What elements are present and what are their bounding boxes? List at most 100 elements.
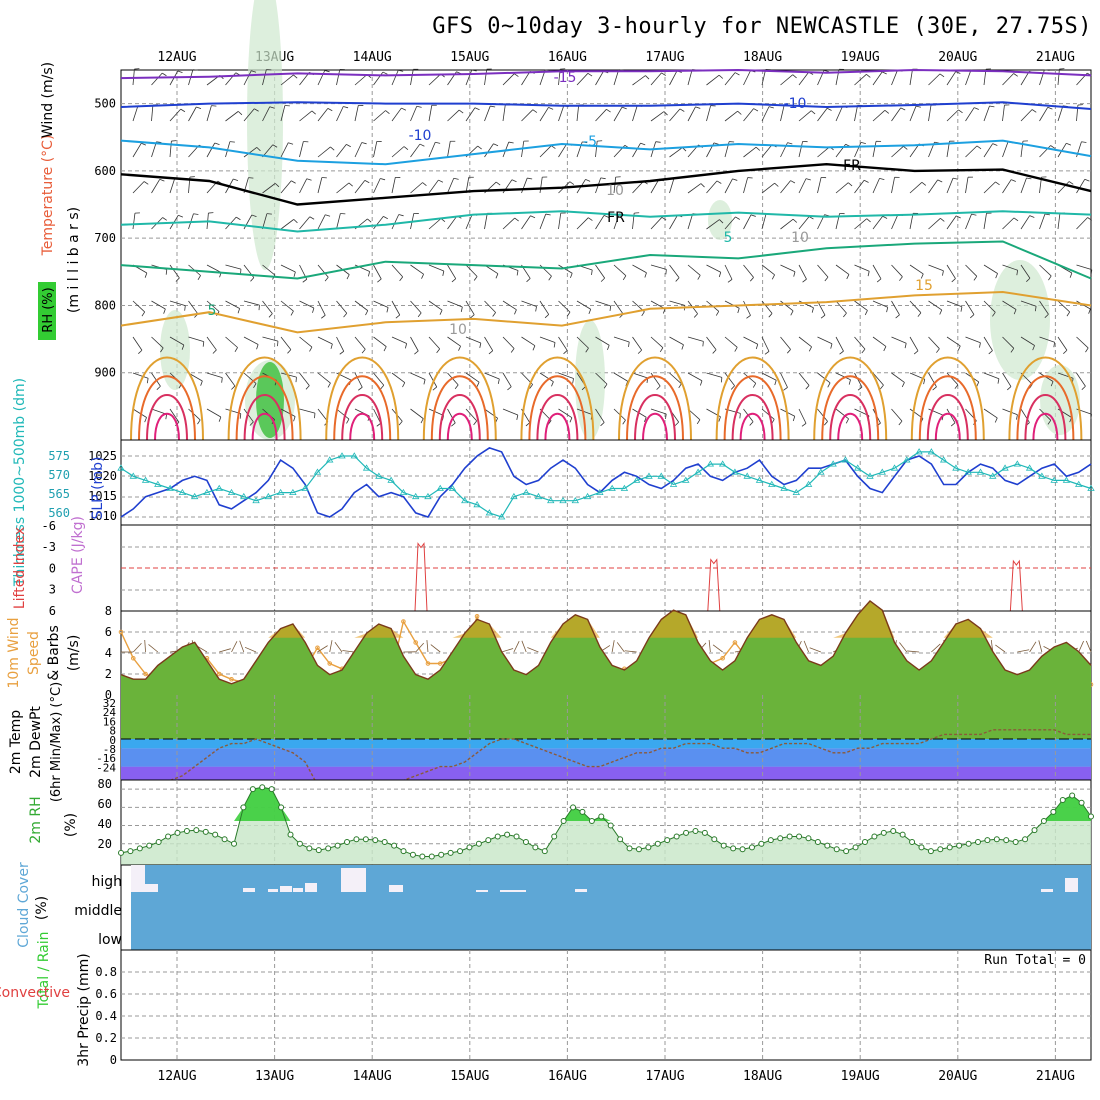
wind-barb-flag	[805, 178, 811, 181]
wind-barb-flag	[324, 70, 330, 73]
wind-barb-flag	[551, 381, 554, 387]
wind-barb-flag	[143, 181, 149, 185]
thickness-marker	[706, 460, 715, 467]
rh-marker	[570, 804, 577, 811]
rh-marker	[861, 838, 868, 845]
isotherm-line	[926, 394, 969, 441]
wind-barb-flag	[476, 382, 480, 387]
wind-barb-flag	[477, 145, 482, 150]
wind-barb-flag	[585, 179, 591, 182]
precip-total-label: Total / Rain	[36, 931, 52, 1009]
wind-barb	[1039, 336, 1055, 343]
wind-barb-flag	[995, 181, 1000, 186]
wind-barb-flag	[693, 313, 698, 318]
wind-barb	[780, 218, 794, 230]
wind-barb	[225, 372, 236, 387]
wind-barb-flag	[569, 181, 575, 185]
wind10m-label: & Barbs	[46, 625, 62, 681]
rh-marker	[419, 853, 426, 860]
wind-barb-flag	[882, 215, 888, 219]
wind-barb	[169, 108, 182, 122]
wind-barb	[558, 408, 573, 419]
wind-barb	[539, 213, 547, 230]
wind-barb	[983, 336, 993, 351]
wind-barb-flag	[266, 213, 272, 215]
thickness-tick: 565	[48, 487, 70, 501]
date-label: 20AUG	[938, 1069, 977, 1084]
rh-marker	[993, 836, 1000, 843]
wind-barb-flag	[460, 306, 463, 312]
wind-barb	[428, 73, 441, 86]
wind-barb	[169, 264, 180, 279]
wind-barb	[513, 641, 520, 653]
wind-barb-flag	[309, 346, 313, 352]
wind-barb	[243, 214, 253, 230]
wind-barb	[484, 300, 496, 313]
thickness-marker	[1038, 472, 1046, 479]
wind-barb-flag	[1010, 348, 1015, 353]
date-label: 16AUG	[548, 1069, 587, 1084]
wind-barb	[761, 106, 770, 122]
wind-barb-flag	[792, 74, 797, 79]
wind-barb	[835, 106, 843, 122]
wind-barb	[576, 217, 589, 230]
rh-marker	[362, 836, 369, 843]
wind-barb-flag	[1013, 309, 1017, 315]
wind-barb	[539, 336, 556, 343]
wind-barb	[280, 300, 294, 312]
wind-barb	[465, 408, 478, 422]
cloud-block	[575, 889, 587, 892]
wind-barb-flag	[508, 141, 514, 144]
cloud-unit-label: (%)	[34, 896, 50, 920]
cloud-block	[268, 889, 278, 892]
wind-barb	[373, 71, 384, 86]
wind-barb	[817, 177, 822, 194]
wind-barb-flag	[234, 347, 238, 352]
thickness-tick: 560	[48, 506, 70, 520]
rh-shade	[247, 0, 283, 270]
wind-barb-flag	[535, 306, 537, 312]
isotherm-line	[438, 394, 481, 441]
rh-marker	[1012, 838, 1019, 845]
wind-barb	[595, 300, 611, 307]
wind-barb-flag	[720, 377, 723, 383]
wind-barb-flag	[214, 142, 220, 146]
wind-barb-flag	[808, 216, 814, 220]
wind-barb-flag	[290, 310, 294, 316]
wind-barb	[410, 300, 422, 314]
li-spike	[1009, 559, 1023, 612]
wind-barb-flag	[645, 75, 650, 80]
wind-barb-flag	[600, 422, 605, 427]
cloud-cover-panel: high middle low Cloud Cover (%)	[16, 862, 1092, 951]
thickness-marker	[780, 484, 788, 491]
wind-barb-flag	[956, 215, 961, 219]
thickness-marker	[301, 484, 309, 491]
wind-barb	[872, 336, 887, 347]
wind-barb	[595, 109, 607, 122]
wind-barb-flag	[749, 277, 754, 282]
wind-barb-flag	[196, 106, 202, 110]
rh-marker	[748, 844, 755, 851]
wind-barb	[426, 640, 429, 653]
wind-barb	[669, 147, 683, 158]
wind-barb	[151, 72, 163, 86]
thickness-marker	[768, 480, 776, 487]
rh2m-ylabels: 2m RH (%)	[28, 796, 79, 843]
date-label: 19AUG	[841, 50, 880, 65]
isotherm-line	[243, 394, 286, 441]
wind-barb	[761, 182, 775, 194]
date-label: 12AUG	[157, 1069, 196, 1084]
wind-barb	[1057, 213, 1061, 230]
wind-barb-flag	[548, 107, 554, 110]
thickness-marker	[547, 496, 555, 504]
wind-barb	[809, 647, 822, 653]
wind-barb	[521, 177, 528, 194]
date-label: 13AUG	[255, 1069, 294, 1084]
wind-barb	[613, 106, 623, 122]
wind-barb-flag	[1081, 141, 1087, 143]
wind-barb-flag	[1088, 308, 1091, 314]
wind-barb	[724, 72, 736, 86]
wind-barb	[1020, 71, 1030, 86]
wind-barb	[761, 336, 770, 352]
wind-barb	[206, 105, 212, 122]
